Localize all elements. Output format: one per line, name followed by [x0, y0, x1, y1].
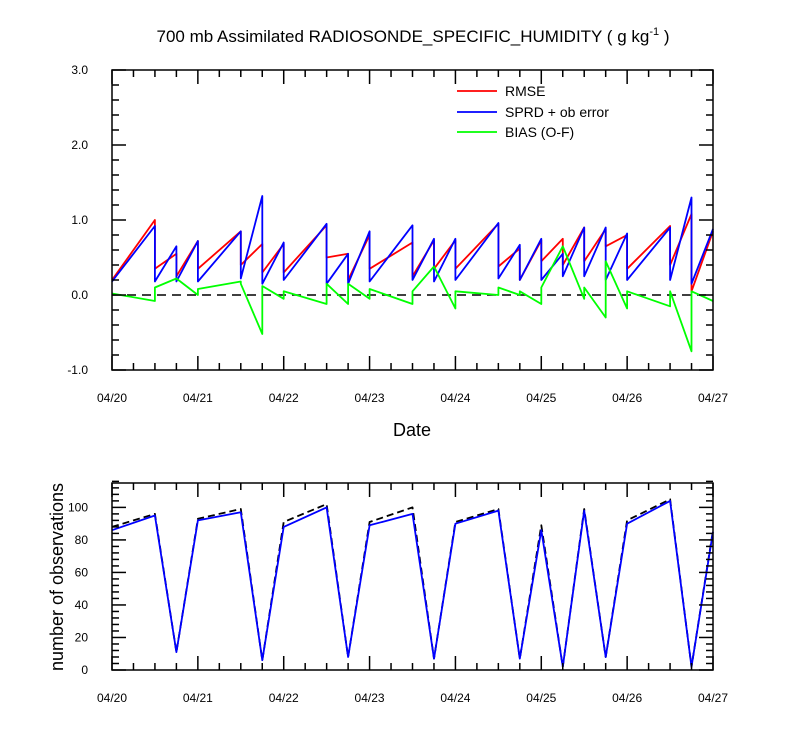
bottom-x-tick-label: 04/23 [355, 691, 385, 705]
bottom-x-tick-label: 04/26 [612, 691, 642, 705]
bottom-series-group [111, 498, 714, 668]
top-x-tick-label: 04/24 [440, 391, 470, 405]
top-x-tick-label: 04/27 [698, 391, 728, 405]
bottom-x-tick-label: 04/24 [440, 691, 470, 705]
top-y-tick-label: 1.0 [71, 213, 88, 227]
top-x-tick-label: 04/25 [526, 391, 556, 405]
chart-title: 700 mb Assimilated RADIOSONDE_SPECIFIC_H… [157, 26, 670, 46]
top-ticks-group: 04/20 04/21 04/22 04/23 04/24 04/25 04/26 04/27… [67, 63, 728, 405]
top-y-tick-label: 0.0 [71, 288, 88, 302]
top-plot: 04/20 04/21 04/22 04/23 04/24 04/25 04/26 04/27… [67, 63, 728, 405]
top-x-tick-label: 04/22 [269, 391, 299, 405]
legend-label-bias: BIAS (O-F) [505, 124, 574, 140]
bottom-y-tick-label: 20 [75, 630, 89, 644]
bottom-x-tick-label: 04/25 [526, 691, 556, 705]
top-x-tick-label: 04/21 [183, 391, 213, 405]
bottom-plot-frame [111, 482, 714, 671]
bottom-y-tick-label: 60 [75, 565, 89, 579]
bottom-series-used [111, 499, 714, 668]
legend: RMSE SPRD + ob error BIAS (O-F) [457, 83, 609, 140]
bottom-y-tick-label: 100 [68, 500, 88, 514]
top-series-bias-o-f [111, 245, 714, 353]
x-axis-label: Date [393, 420, 431, 440]
bottom-series-possible [111, 498, 714, 668]
bottom-y-tick-label: 40 [75, 598, 89, 612]
bottom-x-tick-label: 04/20 [97, 691, 127, 705]
bottom-y-tick-label: 80 [75, 533, 89, 547]
y-axis-label: number of observations [47, 483, 67, 671]
top-plot-frame [111, 69, 714, 371]
bottom-plot: 04/20 04/21 04/22 04/23 04/24 04/25 04/26 04/27… [68, 480, 728, 705]
top-x-tick-label: 04/23 [355, 391, 385, 405]
legend-label-sprd: SPRD + ob error [505, 104, 609, 120]
top-y-tick-label: -1.0 [67, 363, 88, 377]
bottom-y-tick-label: 0 [81, 663, 88, 677]
top-x-tick-label: 04/26 [612, 391, 642, 405]
bottom-x-tick-label: 04/22 [269, 691, 299, 705]
bottom-x-tick-label: 04/21 [183, 691, 213, 705]
bottom-x-tick-label: 04/27 [698, 691, 728, 705]
top-series-sprd-ob-error [111, 195, 714, 285]
top-series-group [111, 195, 714, 353]
legend-label-rmse: RMSE [505, 83, 545, 99]
top-x-tick-label: 04/20 [97, 391, 127, 405]
top-y-tick-label: 3.0 [71, 63, 88, 77]
top-y-tick-label: 2.0 [71, 138, 88, 152]
